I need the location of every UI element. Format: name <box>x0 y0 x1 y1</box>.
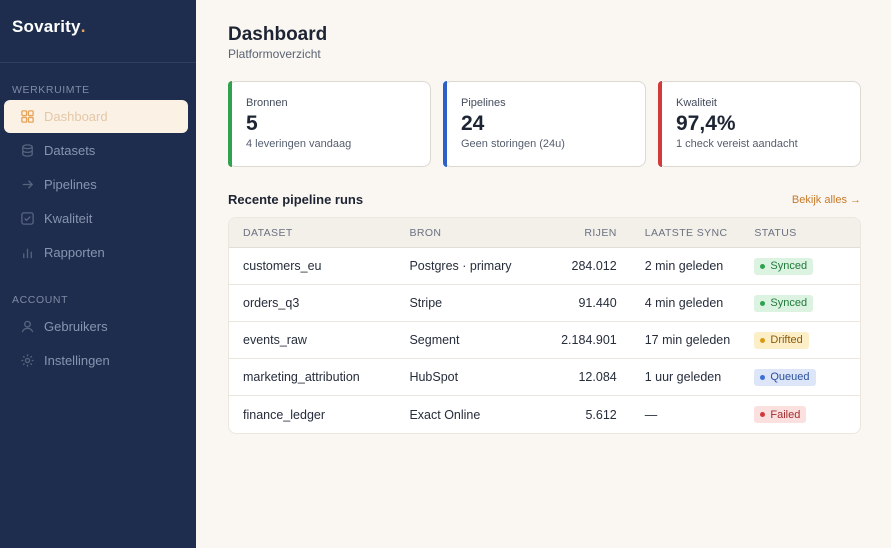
sidebar-item-label: Gebruikers <box>44 319 108 334</box>
status-label: Synced <box>770 297 808 309</box>
status-dot <box>760 300 766 306</box>
arrow-right-icon <box>19 177 35 193</box>
cell-last-sync: 17 min geleden <box>644 333 731 347</box>
card-value: 97,4% <box>676 112 736 135</box>
stat-card-bronnen: Bronnen 5 4 leveringen vandaag <box>228 81 431 167</box>
cell-source: HubSpot <box>409 370 459 384</box>
sidebar-item-gebruikers[interactable]: Gebruikers <box>4 310 188 343</box>
brand-name: Sovarity <box>12 17 81 36</box>
sidebar-item-label: Rapporten <box>44 245 105 260</box>
column-header-dataset[interactable]: DATASET <box>243 226 293 239</box>
cell-dataset: events_raw <box>243 333 307 347</box>
sidebar-item-label: Dashboard <box>44 109 108 124</box>
cell-last-sync: 1 uur geleden <box>644 370 722 384</box>
table-row[interactable]: events_raw Segment 2.184.901 17 min gele… <box>229 322 860 359</box>
database-icon <box>19 143 35 159</box>
status-label: Failed <box>770 408 801 421</box>
sidebar-item-kwaliteit[interactable]: Kwaliteit <box>4 202 188 235</box>
sidebar-item-dashboard[interactable]: Dashboard <box>4 100 188 133</box>
status-badge: Queued <box>754 368 816 386</box>
cell-dataset: customers_eu <box>243 259 322 273</box>
card-accent <box>228 81 232 167</box>
table-row[interactable]: orders_q3 Stripe 91.440 4 min geleden Sy… <box>229 285 860 322</box>
status-label: Drifted <box>770 334 803 346</box>
sidebar: Sovarity. WERKRUIMTE Dashboard Datasets … <box>0 0 196 548</box>
status-badge: Synced <box>754 294 814 312</box>
table-row[interactable]: customers_eu Postgres · primary 284.012 … <box>229 248 860 285</box>
sidebar-item-label: Pipelines <box>44 177 97 192</box>
card-accent <box>443 81 447 167</box>
page-title: Dashboard <box>228 24 328 45</box>
column-header-status[interactable]: STATUS <box>754 226 797 239</box>
cell-last-sync: 4 min geleden <box>644 296 724 310</box>
cell-last-sync: — <box>644 407 658 422</box>
column-header-laatste-sync[interactable]: LAATSTE SYNC <box>644 226 728 239</box>
sidebar-item-datasets[interactable]: Datasets <box>4 134 188 167</box>
brand: Sovarity. <box>0 0 196 63</box>
sidebar-item-label: Datasets <box>44 143 96 158</box>
runs-table: DATASET BRON RIJEN LAATSTE SYNC STATUS c… <box>228 217 861 434</box>
card-value: 24 <box>461 112 485 135</box>
grid-icon <box>19 109 35 125</box>
cell-rows: 5.612 <box>585 407 617 422</box>
table-row[interactable]: marketing_attribution HubSpot 12.084 1 u… <box>229 359 860 396</box>
section-title: Recente pipeline runs <box>228 192 364 207</box>
bar-chart-icon <box>19 245 35 261</box>
column-header-rijen[interactable]: RIJEN <box>584 226 617 239</box>
cell-rows: 12.084 <box>578 370 617 384</box>
card-sub: 4 leveringen vandaag <box>246 138 352 150</box>
sidebar-item-pipelines[interactable]: Pipelines <box>4 168 188 201</box>
user-icon <box>19 319 35 335</box>
stat-card-kwaliteit: Kwaliteit 97,4% 1 check vereist aandacht <box>658 81 861 167</box>
status-dot <box>760 337 766 343</box>
status-badge: Synced <box>754 257 814 275</box>
card-sub: Geen storingen (24u) <box>461 138 565 150</box>
sidebar-item-instellingen[interactable]: Instellingen <box>4 344 188 377</box>
status-badge: Drifted <box>754 331 809 349</box>
cell-dataset: orders_q3 <box>243 296 300 310</box>
cell-source: Stripe <box>409 296 443 310</box>
section-label-account: ACCOUNT <box>12 294 69 306</box>
status-label: Synced <box>770 260 808 272</box>
cell-source: Exact Online <box>409 407 481 422</box>
check-square-icon <box>19 211 35 227</box>
column-header-bron[interactable]: BRON <box>409 226 442 239</box>
cell-rows: 91.440 <box>578 296 617 310</box>
brand-dot: . <box>80 17 86 36</box>
sidebar-item-rapporten[interactable]: Rapporten <box>4 236 188 269</box>
card-label: Pipelines <box>461 97 506 109</box>
cell-dataset: finance_ledger <box>243 407 326 422</box>
sidebar-item-label: Instellingen <box>44 353 110 368</box>
card-accent <box>658 81 662 167</box>
main-content: Dashboard Platformoverzicht Bronnen 5 4 … <box>196 0 891 548</box>
status-badge: Failed <box>754 406 807 423</box>
cell-dataset: marketing_attribution <box>243 370 360 384</box>
section-label-werkruimte: WERKRUIMTE <box>12 84 90 96</box>
view-all-link[interactable]: Bekijk alles → <box>791 194 861 206</box>
card-label: Bronnen <box>246 97 288 109</box>
status-dot <box>760 263 766 269</box>
sidebar-item-label: Kwaliteit <box>44 211 93 226</box>
cell-rows: 284.012 <box>571 259 617 273</box>
table-row[interactable]: finance_ledger Exact Online 5.612 — Fail… <box>229 396 860 433</box>
table-header: DATASET BRON RIJEN LAATSTE SYNC STATUS <box>229 218 860 248</box>
card-value: 5 <box>246 112 258 135</box>
gear-icon <box>19 353 35 369</box>
status-dot <box>760 374 766 380</box>
cell-rows: 2.184.901 <box>561 333 617 347</box>
stat-card-pipelines: Pipelines 24 Geen storingen (24u) <box>443 81 646 167</box>
card-label: Kwaliteit <box>676 97 717 109</box>
cell-source: Postgres · primary <box>409 259 512 273</box>
cell-source: Segment <box>409 333 460 347</box>
cell-last-sync: 2 min geleden <box>644 259 724 273</box>
card-sub: 1 check vereist aandacht <box>676 138 798 150</box>
status-label: Queued <box>770 371 810 383</box>
status-dot <box>760 412 766 417</box>
page-subtitle: Platformoverzicht <box>228 47 321 61</box>
